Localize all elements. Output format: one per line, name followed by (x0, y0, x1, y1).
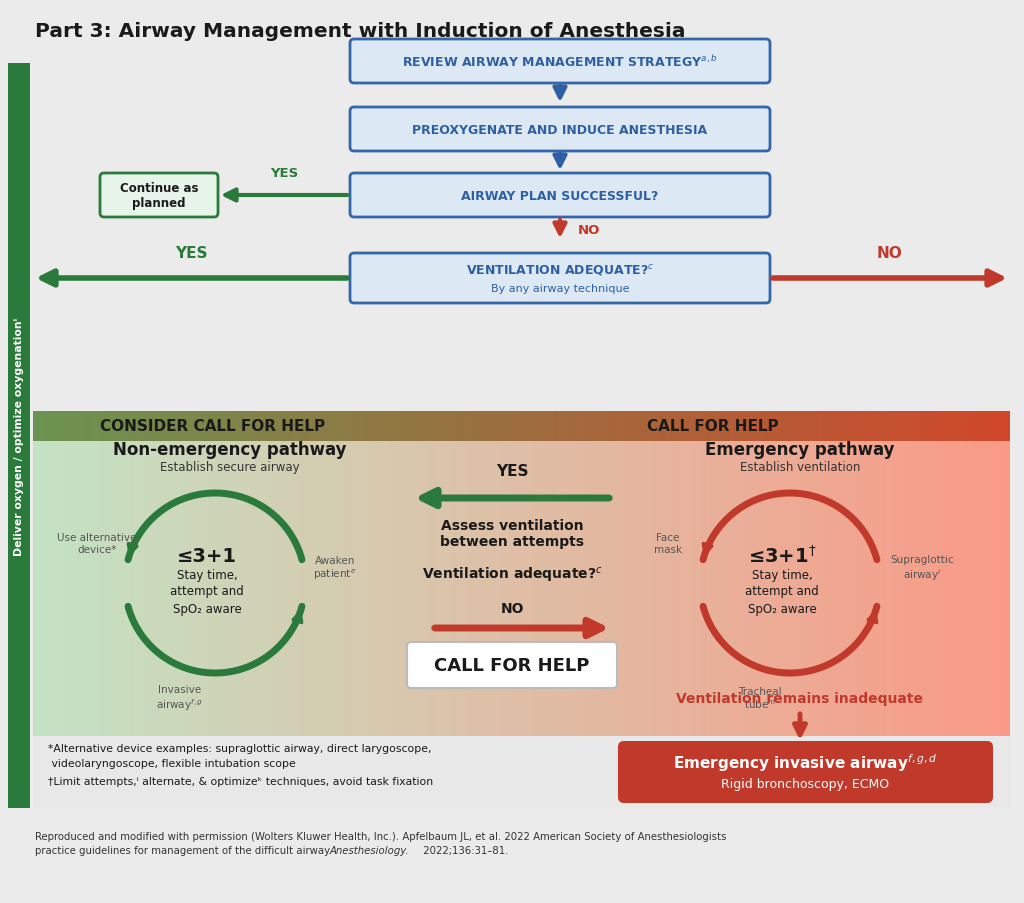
Text: PREOXYGENATE AND INDUCE ANESTHESIA: PREOXYGENATE AND INDUCE ANESTHESIA (413, 124, 708, 136)
Text: Ventilation adequate?$^{c}$: Ventilation adequate?$^{c}$ (422, 566, 602, 585)
Text: By any airway technique: By any airway technique (490, 284, 630, 293)
Text: Emergency invasive airway$^{f,g,d}$: Emergency invasive airway$^{f,g,d}$ (673, 751, 938, 773)
Text: SpO₂ aware: SpO₂ aware (748, 603, 816, 616)
FancyBboxPatch shape (350, 173, 770, 218)
FancyBboxPatch shape (350, 254, 770, 303)
Text: REVIEW AIRWAY MANAGEMENT STRATEGY$^{a,b}$: REVIEW AIRWAY MANAGEMENT STRATEGY$^{a,b}… (402, 54, 718, 70)
Bar (33, 736, 1010, 808)
Text: Emergency pathway: Emergency pathway (706, 441, 895, 459)
Text: SpO₂ aware: SpO₂ aware (173, 603, 242, 616)
FancyBboxPatch shape (407, 642, 617, 688)
FancyBboxPatch shape (100, 173, 218, 218)
Bar (8, 64, 30, 808)
Text: Establish ventilation: Establish ventilation (739, 461, 860, 473)
Text: CONSIDER CALL FOR HELP: CONSIDER CALL FOR HELP (100, 419, 326, 434)
Text: Continue as
planned: Continue as planned (120, 182, 199, 209)
Text: practice guidelines for management of the difficult airway.: practice guidelines for management of th… (35, 845, 335, 855)
Text: attempt and: attempt and (170, 585, 244, 598)
Text: Part 3: Airway Management with Induction of Anesthesia: Part 3: Airway Management with Induction… (35, 22, 685, 41)
Text: ≤3+1: ≤3+1 (177, 546, 237, 565)
Text: NO: NO (501, 601, 523, 615)
Text: †Limit attempts,ⁱ alternate, & optimizeᵏ techniques, avoid task fixation: †Limit attempts,ⁱ alternate, & optimizeᵏ… (48, 777, 433, 787)
Text: VENTILATION ADEQUATE?$^{c}$: VENTILATION ADEQUATE?$^{c}$ (466, 263, 654, 278)
Text: attempt and: attempt and (745, 585, 819, 598)
Text: Assess ventilation
between attempts: Assess ventilation between attempts (440, 518, 584, 549)
Text: YES: YES (175, 246, 208, 261)
Text: Awaken
patient$^{e}$: Awaken patient$^{e}$ (313, 555, 356, 582)
Text: Face
mask: Face mask (654, 533, 682, 554)
Text: ≤3+1$^†$: ≤3+1$^†$ (748, 545, 816, 566)
Text: Tracheal
tube$^m$: Tracheal tube$^m$ (738, 686, 781, 711)
Text: Reproduced and modified with permission (Wolters Kluwer Health, Inc.). Apfelbaum: Reproduced and modified with permission … (35, 831, 726, 841)
Text: Deliver oxygen / optimize oxygenationⁱ: Deliver oxygen / optimize oxygenationⁱ (14, 317, 24, 555)
Text: CALL FOR HELP: CALL FOR HELP (434, 656, 590, 675)
Text: NO: NO (878, 246, 903, 261)
Text: Invasive
airway$^{f,g}$: Invasive airway$^{f,g}$ (157, 684, 204, 712)
Text: Supraglottic
airway$^l$: Supraglottic airway$^l$ (890, 554, 953, 582)
Text: AIRWAY PLAN SUCCESSFUL?: AIRWAY PLAN SUCCESSFUL? (462, 190, 658, 202)
Text: 2022;136:31–81.: 2022;136:31–81. (420, 845, 508, 855)
Text: Anesthesiology.: Anesthesiology. (330, 845, 410, 855)
Text: NO: NO (578, 223, 600, 237)
Text: Ventilation remains inadequate: Ventilation remains inadequate (677, 691, 924, 705)
Text: Rigid bronchoscopy, ECMO: Rigid bronchoscopy, ECMO (722, 777, 890, 791)
Text: YES: YES (270, 167, 298, 180)
Text: videolaryngoscope, flexible intubation scope: videolaryngoscope, flexible intubation s… (48, 759, 296, 768)
Text: Non-emergency pathway: Non-emergency pathway (114, 441, 347, 459)
Text: Use alternative
device*: Use alternative device* (57, 533, 136, 554)
Text: Establish secure airway: Establish secure airway (160, 461, 300, 473)
Text: Stay time,: Stay time, (752, 569, 812, 582)
FancyBboxPatch shape (350, 107, 770, 152)
FancyBboxPatch shape (618, 741, 993, 803)
Text: Stay time,: Stay time, (176, 569, 238, 582)
Text: CALL FOR HELP: CALL FOR HELP (647, 419, 779, 434)
Text: YES: YES (496, 463, 528, 479)
Text: *Alternative device examples: supraglottic airway, direct larygoscope,: *Alternative device examples: supraglott… (48, 743, 431, 753)
FancyBboxPatch shape (350, 40, 770, 84)
